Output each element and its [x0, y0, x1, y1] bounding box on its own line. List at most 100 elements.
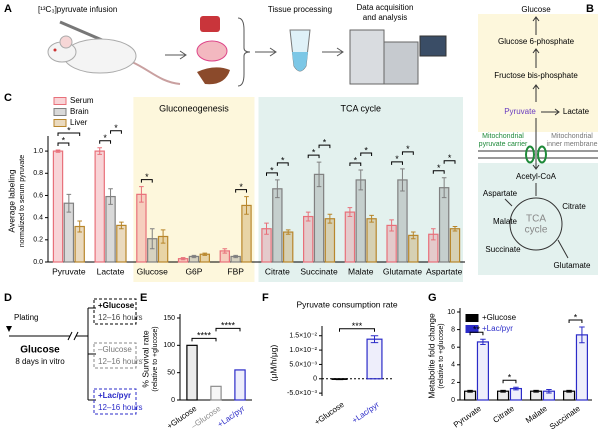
bar: [116, 224, 127, 263]
error-bar: [566, 389, 572, 393]
x-tick-label: Glucose: [137, 266, 168, 276]
bar: [186, 344, 198, 401]
error-bar: [347, 207, 353, 218]
error-bar: [533, 389, 539, 393]
region-label: Gluconeogenesis: [159, 103, 229, 113]
panel-label: E: [140, 292, 147, 304]
error-bar: [452, 226, 458, 232]
arm-box: [93, 298, 137, 325]
arm-box: [93, 388, 137, 415]
error-bar: [149, 228, 155, 250]
liver-icon: [197, 67, 230, 85]
arm-label: +Lac/pyr: [98, 391, 131, 400]
membrane-label: inner membrane: [547, 141, 598, 148]
y-tick-label: 0: [171, 397, 175, 404]
error-bar: [370, 335, 379, 344]
legend-label: Serum: [70, 96, 94, 105]
acquisition-label: and analysis: [363, 13, 407, 22]
legend-label: Brain: [70, 107, 89, 116]
significance-label: *: [62, 135, 66, 145]
bar: [313, 173, 325, 263]
days-label: 8 days in vitro: [15, 357, 65, 366]
y-tick-label: 0: [313, 376, 317, 383]
significance-label: *: [508, 373, 512, 383]
significance-label: *: [364, 145, 368, 155]
carrier-label: pyruvate carrier: [479, 141, 528, 148]
arm-duration: 12–16 hours: [98, 403, 142, 412]
x-tick-label: Citrate: [265, 266, 290, 276]
y-tick-label: 1.0×10⁻²: [289, 347, 317, 354]
metabolite: Glucose: [521, 5, 551, 14]
y-tick-label: 10: [447, 309, 455, 316]
significance-bracket: [57, 142, 70, 146]
error-bar: [244, 196, 249, 215]
x-tick-label: +Glucose: [313, 400, 346, 427]
mouse-tail: [131, 61, 181, 85]
y-tick-label: 0.6: [33, 192, 43, 199]
error-bar: [160, 229, 166, 244]
metabolite: Glutamate: [554, 261, 591, 270]
bar: [438, 187, 450, 263]
significance-bracket: [443, 160, 456, 164]
y-axis-label: (relative to +glucose): [438, 323, 445, 388]
significance-bracket: [401, 151, 414, 155]
error-bar: [480, 338, 486, 346]
processing-label: Tissue processing: [268, 5, 332, 14]
arrow: [255, 47, 277, 57]
y-axis-label: Metabolite fold change: [426, 313, 436, 399]
error-bar: [180, 257, 186, 261]
carrier-icon: [525, 145, 535, 164]
significance-bracket: [215, 327, 241, 332]
significance-bracket: [391, 161, 403, 165]
region-label: TCA cycle: [340, 103, 381, 113]
bar: [324, 218, 336, 263]
arrow: [165, 50, 187, 60]
significance-bracket: [360, 152, 373, 156]
x-tick-label: Citrate: [491, 404, 516, 425]
significance-label: ***: [352, 321, 363, 331]
bar: [210, 385, 222, 401]
significance-label: *: [145, 172, 149, 182]
error-bar: [275, 179, 280, 199]
error-bar: [97, 147, 103, 155]
y-tick-label: -5.0×10⁻³: [287, 390, 318, 397]
arm-duration: 12–16 hours: [98, 357, 142, 366]
instrument: [349, 29, 385, 85]
y-tick-label: 1.0: [33, 148, 43, 155]
legend-swatch: [53, 97, 67, 105]
x-tick-label: +Lac/pyr: [216, 404, 247, 429]
panel-a: A [¹³C₃]pyruvate infusion Tissue process…: [4, 3, 447, 87]
bar: [234, 369, 246, 401]
metabolite: Pyruvate: [504, 107, 536, 116]
infusion-label: [¹³C₃]pyruvate infusion: [38, 5, 117, 14]
y-tick-label: 8: [451, 326, 455, 333]
arm-duration: 12–16 hours: [98, 313, 142, 322]
x-tick-label: Pyruvate: [52, 266, 86, 276]
monitor: [419, 35, 447, 57]
legend-swatch: [53, 108, 67, 116]
x-tick-label: Malate: [348, 266, 374, 276]
significance-bracket: [469, 331, 484, 336]
y-tick-label: 5.0×10⁻³: [289, 361, 317, 368]
bar: [52, 150, 64, 263]
panel-label: D: [4, 292, 12, 304]
bar: [272, 188, 283, 263]
metabolite: Aspartate: [483, 189, 518, 198]
mouse-eye: [53, 48, 57, 52]
x-tick-label: Glutamate: [383, 266, 422, 276]
significance-bracket: [318, 144, 331, 149]
brain-icon: [196, 40, 228, 62]
x-tick-label: Aspartate: [426, 266, 463, 276]
metabolite: Succinate: [485, 245, 521, 254]
metabolite: Citrate: [562, 202, 586, 211]
significance-label: *: [448, 153, 452, 163]
bar: [344, 211, 356, 263]
mouse-ear: [59, 35, 73, 49]
y-tick-label: 1.5×10⁻²: [289, 333, 317, 340]
error-bar: [400, 168, 405, 192]
significance-label: *: [67, 125, 71, 135]
x-tick-label: Pyruvate: [452, 404, 483, 430]
x-tick-label: Lactate: [97, 266, 125, 276]
